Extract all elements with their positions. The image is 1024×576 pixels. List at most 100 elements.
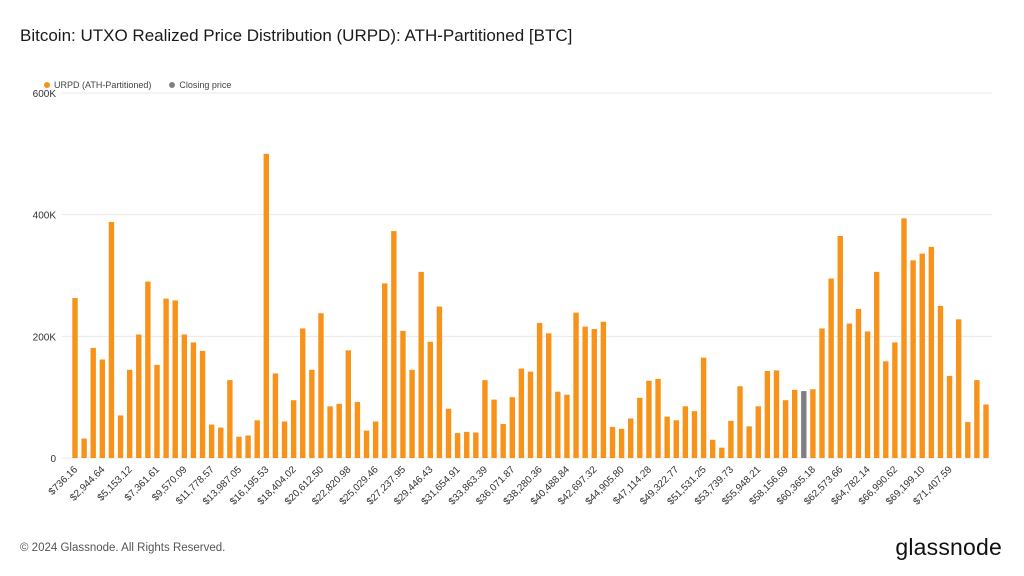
urpd-bar[interactable] <box>782 400 789 458</box>
urpd-bar[interactable] <box>928 246 935 458</box>
urpd-bar[interactable] <box>573 312 579 458</box>
urpd-bar[interactable] <box>427 341 433 458</box>
urpd-bar[interactable] <box>126 369 133 458</box>
urpd-bar[interactable] <box>628 418 634 458</box>
urpd-bar[interactable] <box>846 323 853 458</box>
urpd-bar[interactable] <box>518 368 525 458</box>
urpd-bar[interactable] <box>254 420 260 458</box>
legend-item-closing-price[interactable]: Closing price <box>169 80 231 90</box>
urpd-bar[interactable] <box>281 421 288 459</box>
urpd-bar[interactable] <box>172 300 178 458</box>
urpd-bar[interactable] <box>764 371 771 458</box>
urpd-bar[interactable] <box>117 415 124 458</box>
urpd-bar[interactable] <box>828 278 834 458</box>
legend-item-urpd[interactable]: URPD (ATH-Partitioned) <box>44 80 151 90</box>
urpd-bar[interactable] <box>791 389 798 458</box>
urpd-bar[interactable] <box>910 260 916 458</box>
urpd-bar[interactable] <box>473 432 479 458</box>
urpd-bar[interactable] <box>272 373 279 458</box>
urpd-bar[interactable] <box>199 350 206 458</box>
closing-price-bar[interactable] <box>801 391 807 458</box>
urpd-bar[interactable] <box>819 328 825 458</box>
urpd-bar[interactable] <box>372 421 379 459</box>
urpd-bar[interactable] <box>892 342 898 458</box>
urpd-bar[interactable] <box>99 359 106 458</box>
urpd-bar[interactable] <box>710 439 716 458</box>
urpd-bar[interactable] <box>737 386 743 458</box>
urpd-bar[interactable] <box>965 422 971 458</box>
urpd-bar[interactable] <box>345 350 351 458</box>
urpd-bar[interactable] <box>163 298 169 458</box>
urpd-bar[interactable] <box>810 389 816 458</box>
urpd-bar[interactable] <box>327 406 333 458</box>
urpd-bar[interactable] <box>208 424 215 458</box>
urpd-bar[interactable] <box>263 153 270 458</box>
urpd-bar[interactable] <box>673 420 679 458</box>
urpd-bar[interactable] <box>136 334 142 458</box>
urpd-bar[interactable] <box>974 380 980 458</box>
urpd-bar[interactable] <box>145 281 151 458</box>
urpd-bar[interactable] <box>90 347 96 458</box>
urpd-bar[interactable] <box>108 221 115 458</box>
urpd-bar[interactable] <box>555 391 561 458</box>
urpd-bar[interactable] <box>719 447 725 458</box>
urpd-bar[interactable] <box>290 400 297 458</box>
urpd-bar[interactable] <box>591 329 597 458</box>
urpd-bar[interactable] <box>409 369 415 458</box>
urpd-bar[interactable] <box>464 431 470 458</box>
urpd-bar[interactable] <box>919 253 925 458</box>
urpd-bar[interactable] <box>983 404 989 458</box>
urpd-bar[interactable] <box>682 406 689 458</box>
urpd-bar[interactable] <box>837 235 843 458</box>
urpd-bar[interactable] <box>646 380 652 458</box>
urpd-bar[interactable] <box>855 308 862 458</box>
urpd-bar[interactable] <box>700 357 707 459</box>
urpd-bar[interactable] <box>227 380 233 458</box>
urpd-bar[interactable] <box>582 326 588 458</box>
urpd-bar[interactable] <box>154 364 160 458</box>
urpd-bar[interactable] <box>655 378 661 458</box>
urpd-bar[interactable] <box>755 406 761 458</box>
urpd-bar[interactable] <box>218 427 224 458</box>
urpd-bar[interactable] <box>946 375 953 459</box>
urpd-bar[interactable] <box>309 369 315 458</box>
urpd-bar[interactable] <box>728 420 734 458</box>
urpd-bar[interactable] <box>864 331 871 458</box>
urpd-bar[interactable] <box>491 399 497 458</box>
urpd-bar[interactable] <box>445 408 452 458</box>
urpd-bar[interactable] <box>600 321 607 458</box>
urpd-bar[interactable] <box>901 218 907 458</box>
urpd-bar[interactable] <box>691 411 698 458</box>
urpd-bar[interactable] <box>318 313 324 458</box>
urpd-bar[interactable] <box>873 271 880 458</box>
urpd-bar[interactable] <box>391 231 397 458</box>
urpd-bar[interactable] <box>536 322 543 458</box>
urpd-bar[interactable] <box>382 283 388 458</box>
urpd-bar[interactable] <box>955 319 962 458</box>
urpd-bar[interactable] <box>190 342 197 458</box>
urpd-bar[interactable] <box>454 433 461 458</box>
urpd-bar[interactable] <box>527 371 534 458</box>
urpd-bar[interactable] <box>72 298 78 458</box>
urpd-bar[interactable] <box>509 397 515 458</box>
urpd-bar[interactable] <box>773 370 780 458</box>
urpd-bar[interactable] <box>354 402 361 458</box>
urpd-bar[interactable] <box>609 426 616 458</box>
urpd-bar[interactable] <box>937 305 944 458</box>
urpd-bar[interactable] <box>300 328 306 458</box>
urpd-bar[interactable] <box>637 397 643 458</box>
urpd-bar[interactable] <box>400 330 406 458</box>
urpd-bar[interactable] <box>618 428 625 458</box>
urpd-bar[interactable] <box>245 435 251 458</box>
urpd-bar[interactable] <box>418 271 424 458</box>
urpd-bar[interactable] <box>883 361 889 458</box>
urpd-bar[interactable] <box>546 333 552 458</box>
urpd-bar[interactable] <box>664 416 670 458</box>
urpd-bar[interactable] <box>436 306 443 458</box>
urpd-bar[interactable] <box>363 430 370 459</box>
urpd-bar[interactable] <box>746 426 752 458</box>
urpd-bar[interactable] <box>500 423 506 458</box>
urpd-bar[interactable] <box>482 380 488 458</box>
urpd-bar[interactable] <box>236 436 242 458</box>
urpd-bar[interactable] <box>564 394 570 458</box>
